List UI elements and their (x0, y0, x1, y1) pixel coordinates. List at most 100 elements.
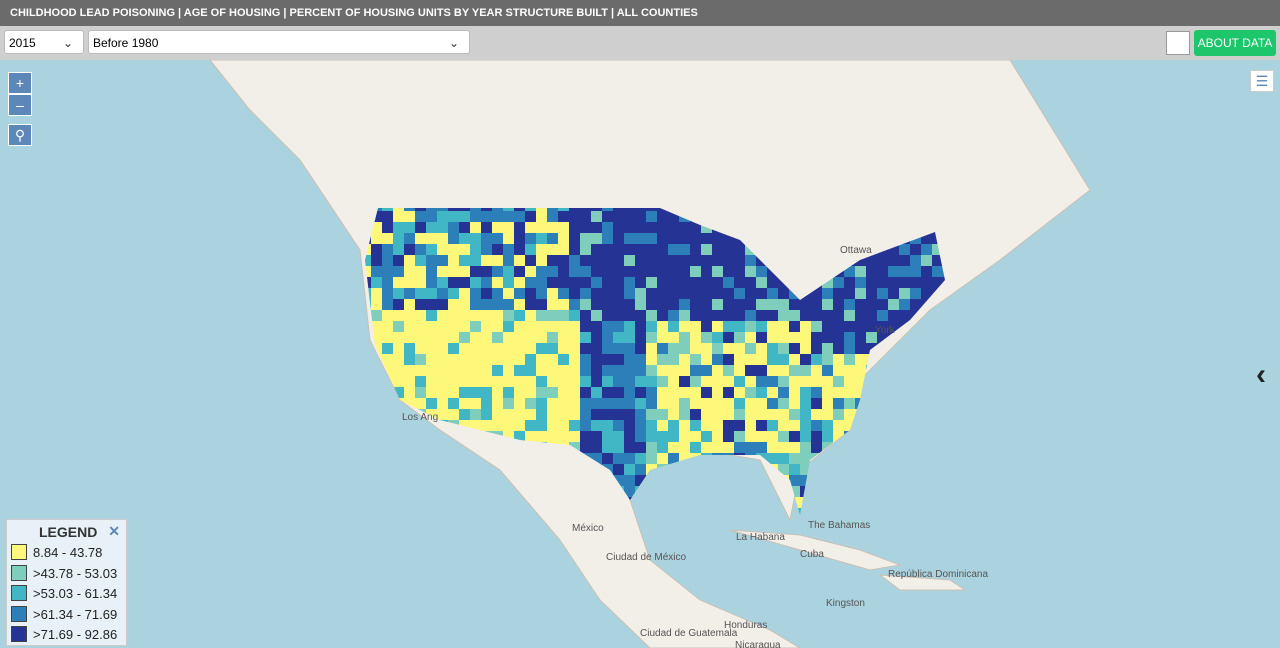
county (536, 208, 547, 211)
county (580, 266, 591, 277)
county (492, 266, 503, 277)
county (602, 321, 613, 332)
county (745, 365, 756, 376)
county (481, 343, 492, 354)
county (866, 310, 877, 321)
county (613, 244, 624, 255)
county (624, 211, 635, 222)
county (723, 255, 734, 266)
county (613, 376, 624, 387)
about-button[interactable]: ABOUT DATA (1194, 30, 1276, 56)
place-label: York (875, 325, 896, 336)
county (448, 354, 459, 365)
county (910, 277, 921, 288)
county (481, 332, 492, 343)
county (734, 387, 745, 398)
county (393, 255, 404, 266)
county (778, 299, 789, 310)
county (756, 343, 767, 354)
year-select[interactable]: 2015 ⌄ (4, 30, 84, 54)
county (734, 310, 745, 321)
county (679, 376, 690, 387)
county (855, 277, 866, 288)
county (723, 277, 734, 288)
county (778, 387, 789, 398)
county (756, 387, 767, 398)
county (514, 354, 525, 365)
county (690, 244, 701, 255)
county (415, 332, 426, 343)
county (415, 233, 426, 244)
zoom-in[interactable]: + (8, 72, 32, 94)
county (613, 453, 624, 464)
county (668, 255, 679, 266)
county (888, 255, 899, 266)
county (932, 277, 943, 288)
county (712, 244, 723, 255)
county (558, 332, 569, 343)
county (492, 244, 503, 255)
panel-toggle[interactable]: ‹ (1256, 358, 1266, 391)
county (558, 266, 569, 277)
county (745, 442, 756, 453)
county (426, 321, 437, 332)
county (415, 321, 426, 332)
county (833, 332, 844, 343)
download-button[interactable] (1166, 31, 1190, 55)
county (690, 387, 701, 398)
county (470, 299, 481, 310)
county (602, 409, 613, 420)
layers[interactable]: ☰ (1250, 70, 1274, 92)
county (789, 310, 800, 321)
county (492, 409, 503, 420)
county (811, 398, 822, 409)
place-label: República Dominicana (888, 569, 988, 580)
county (371, 266, 382, 277)
county (800, 453, 811, 464)
county (591, 222, 602, 233)
county (448, 233, 459, 244)
county (415, 288, 426, 299)
county (657, 420, 668, 431)
county (822, 398, 833, 409)
place-label: La Habana (736, 532, 785, 543)
county (789, 453, 800, 464)
county (558, 354, 569, 365)
county (437, 266, 448, 277)
legend-label: >61.34 - 71.69 (33, 606, 118, 622)
county (393, 288, 404, 299)
county (767, 387, 778, 398)
county (833, 343, 844, 354)
county (657, 211, 668, 222)
county (470, 244, 481, 255)
county (800, 376, 811, 387)
measure-select[interactable]: Before 1980 ⌄ (88, 30, 470, 54)
county (613, 464, 624, 475)
county (701, 387, 712, 398)
county (646, 354, 657, 365)
county (745, 398, 756, 409)
county (745, 376, 756, 387)
county (569, 431, 580, 442)
search[interactable]: ⚲ (8, 124, 32, 146)
county (668, 354, 679, 365)
place-label: Ottawa (840, 245, 872, 256)
zoom-out[interactable]: – (8, 94, 32, 116)
county (580, 409, 591, 420)
county (404, 244, 415, 255)
county (767, 332, 778, 343)
county (569, 343, 580, 354)
county (547, 332, 558, 343)
county (712, 431, 723, 442)
county (580, 255, 591, 266)
county (690, 354, 701, 365)
county (426, 208, 437, 211)
county (503, 299, 514, 310)
county (723, 266, 734, 277)
county (668, 387, 679, 398)
county (481, 277, 492, 288)
county (756, 321, 767, 332)
county (536, 244, 547, 255)
legend-close[interactable]: ✕ (108, 523, 120, 539)
county (701, 343, 712, 354)
